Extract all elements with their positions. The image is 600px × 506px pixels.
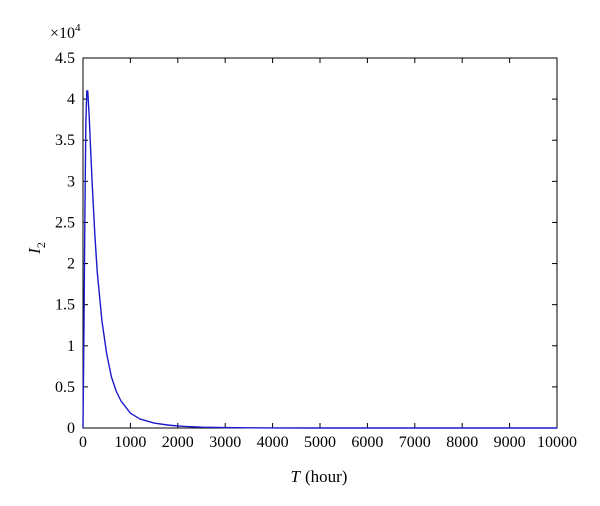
- y-axis-subscript: 2: [34, 242, 48, 248]
- x-axis-symbol: T: [291, 467, 302, 486]
- series-layer: [82, 90, 557, 429]
- y-tick-label-8: 4: [67, 91, 75, 108]
- x-tick-label-4: 4000: [257, 434, 289, 451]
- x-tick-label-0: 0: [79, 434, 87, 451]
- y-axis-label: I2: [25, 242, 48, 255]
- x-tick-label-1: 1000: [114, 434, 146, 451]
- y-tick-label-0: 0: [67, 420, 75, 437]
- series-line-0: [82, 90, 557, 429]
- y-multiplier-prefix: ×10: [50, 25, 75, 42]
- x-tick-label-6: 6000: [351, 434, 383, 451]
- x-tick-label-3: 3000: [209, 434, 241, 451]
- x-tick-label-9: 9000: [494, 434, 526, 451]
- x-axis-unit: (hour): [305, 467, 347, 486]
- y-axis-symbol: I: [25, 247, 44, 255]
- x-tick-label-7: 7000: [399, 434, 431, 451]
- tick-labels: 0 1000 2000 3000 4000 5000 6000 7000 8000 9000 100…: [55, 50, 577, 451]
- y-tick-label-5: 2.5: [55, 214, 75, 231]
- x-axis-label: T (hour): [291, 467, 348, 486]
- x-tick-label-5: 5000: [304, 434, 336, 451]
- y-tick-label-1: 0.5: [55, 379, 75, 396]
- plot-area-border: [82, 57, 558, 429]
- x-tick-label-8: 8000: [446, 434, 478, 451]
- y-multiplier: ×104: [50, 22, 81, 42]
- y-tick-label-2: 1: [67, 338, 75, 355]
- y-tick-label-4: 2: [67, 256, 75, 273]
- plot-frame: [82, 57, 558, 429]
- y-tick-label-3: 1.5: [55, 297, 75, 314]
- ticks: [82, 57, 558, 429]
- x-tick-label-2: 2000: [162, 434, 194, 451]
- y-tick-label-9: 4.5: [55, 50, 75, 67]
- y-tick-label-7: 3.5: [55, 132, 75, 149]
- y-multiplier-exponent: 4: [75, 22, 81, 34]
- x-tick-label-10: 10000: [537, 434, 577, 451]
- y-tick-label-6: 3: [67, 173, 75, 190]
